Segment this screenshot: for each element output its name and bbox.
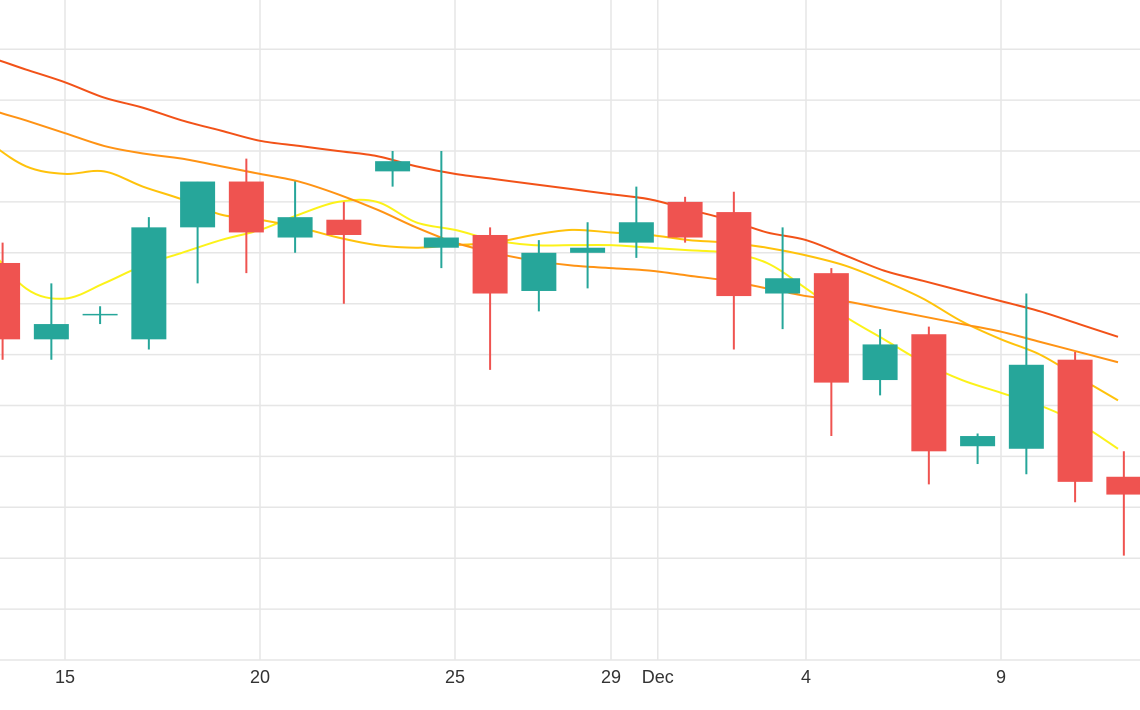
x-tick-label: 4 — [801, 667, 811, 687]
candle — [618, 186, 654, 258]
candle — [570, 222, 606, 289]
candle-body — [1057, 359, 1093, 482]
candle-body — [862, 344, 898, 381]
candle — [1106, 451, 1140, 556]
candle — [521, 240, 557, 312]
candles — [0, 151, 1140, 556]
candle-body — [180, 181, 216, 228]
candle — [667, 196, 703, 243]
moving-average-line-3 — [0, 111, 1119, 364]
candle — [228, 158, 264, 274]
candle-body — [33, 324, 69, 340]
candle-body — [1008, 364, 1044, 449]
vertical-gridlines — [64, 0, 1002, 660]
candle-body — [375, 161, 411, 172]
candle — [375, 151, 411, 187]
x-tick-label: 29 — [601, 667, 621, 687]
candle-body — [0, 262, 21, 340]
horizontal-gridlines — [0, 48, 1140, 661]
candle — [423, 151, 459, 269]
candle — [911, 326, 947, 485]
candle-body — [228, 181, 264, 233]
candle-body — [716, 212, 752, 297]
candle-body — [423, 237, 459, 248]
candle-body — [472, 234, 508, 294]
moving-average-line-4 — [0, 59, 1119, 338]
candle-body — [911, 334, 947, 452]
candle — [326, 201, 362, 304]
candle — [960, 433, 996, 465]
candle-body — [765, 278, 801, 294]
candle-body — [131, 227, 167, 340]
moving-average-line-2 — [0, 149, 1119, 402]
candle-body — [960, 436, 996, 447]
candle — [813, 268, 849, 437]
candle — [765, 227, 801, 330]
candle — [1057, 352, 1093, 503]
candle-body — [813, 273, 849, 383]
candle — [1008, 293, 1044, 475]
candle-body — [667, 201, 703, 238]
moving-average-line-1 — [0, 198, 1119, 450]
x-tick-label: 15 — [55, 667, 75, 687]
candle-body — [618, 222, 654, 243]
candle — [82, 306, 118, 325]
candle-body — [1106, 476, 1140, 495]
moving-average-lines — [0, 59, 1119, 450]
candle-body — [82, 313, 118, 316]
x-axis-tick-labels: 15 20 25 29 Dec 4 9 — [55, 667, 1006, 687]
candle — [862, 329, 898, 396]
candle — [277, 181, 313, 253]
x-tick-label: 25 — [445, 667, 465, 687]
x-tick-label: 9 — [996, 667, 1006, 687]
x-tick-label: Dec — [642, 667, 674, 687]
candle-body — [570, 247, 606, 253]
candle-body — [326, 219, 362, 235]
candle — [180, 181, 216, 284]
candle-body — [277, 217, 313, 238]
candle — [0, 242, 21, 360]
candle — [33, 283, 69, 360]
candle — [472, 227, 508, 370]
x-tick-label: 20 — [250, 667, 270, 687]
candle-body — [521, 252, 557, 291]
candle — [131, 217, 167, 350]
candle — [716, 191, 752, 350]
